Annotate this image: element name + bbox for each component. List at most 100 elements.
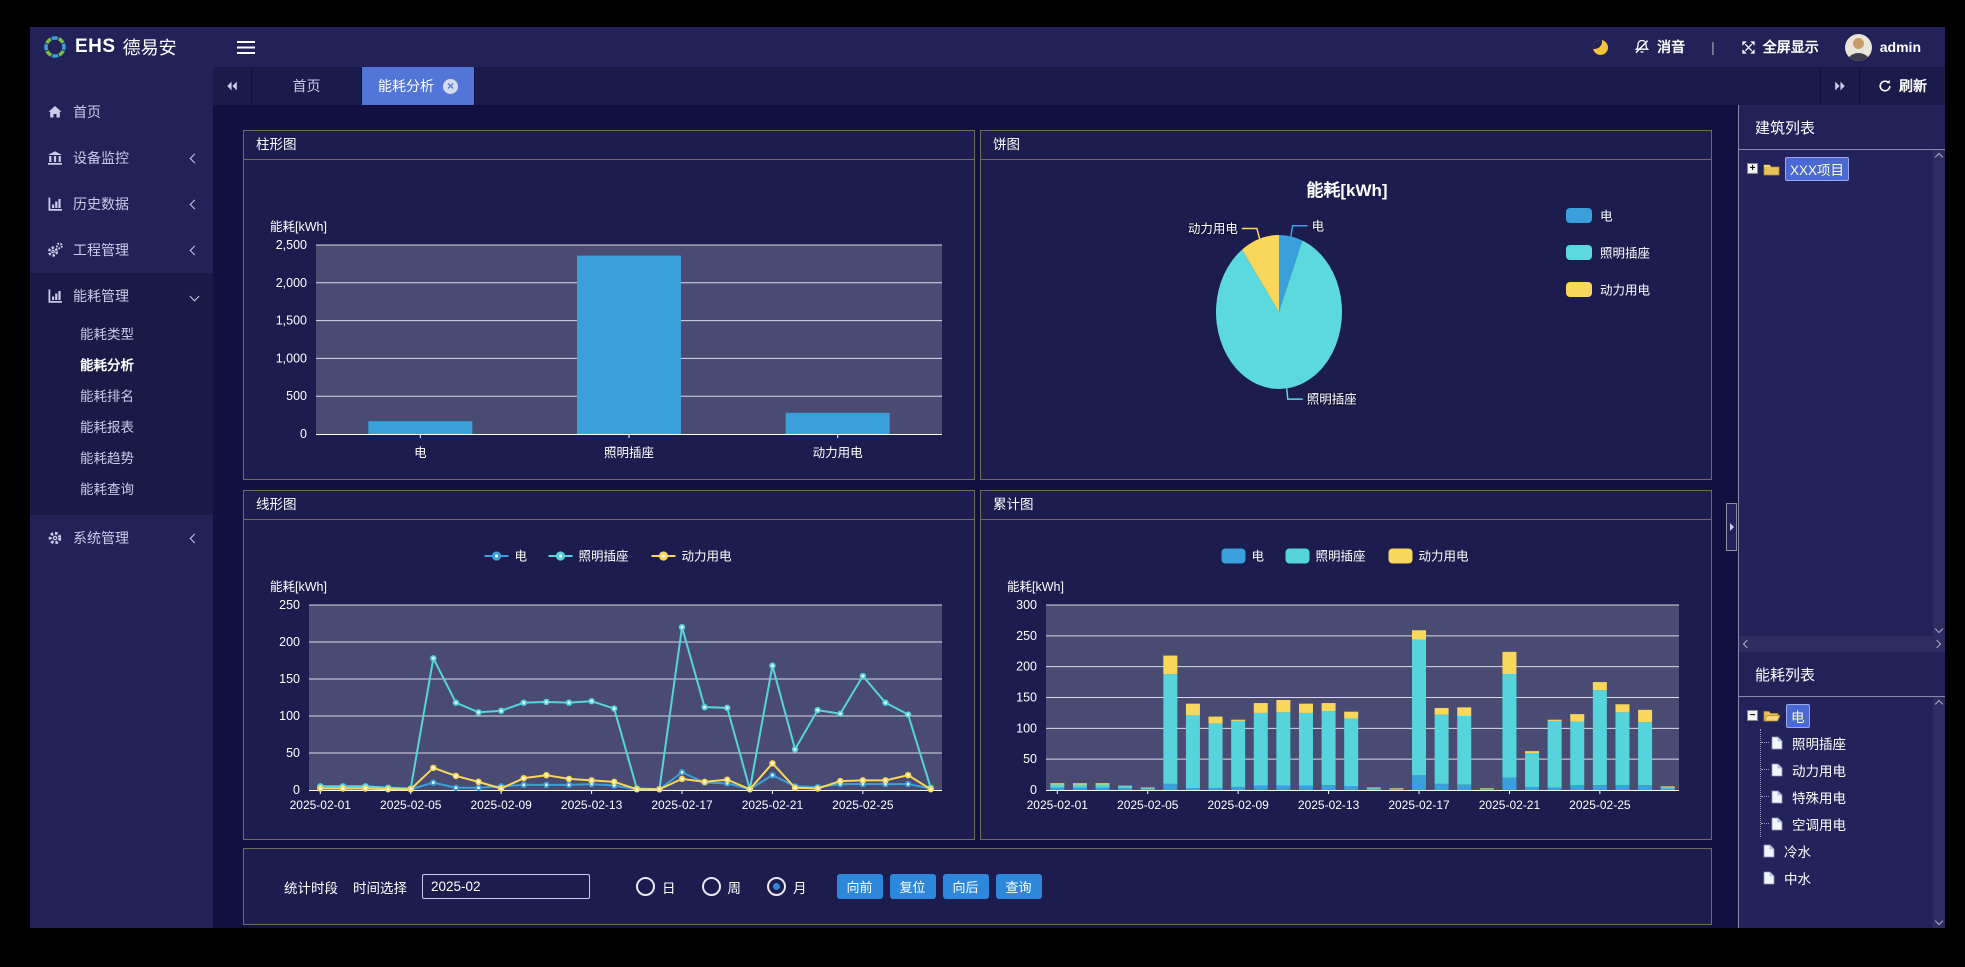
sidebar-item-label: 能耗管理 [73, 288, 129, 304]
sidebar-subitem-energy-report[interactable]: 能耗报表 [80, 420, 134, 435]
time-select-label: 时间选择 [353, 880, 407, 896]
query-button[interactable]: 查询 [995, 874, 1042, 899]
energy-tree-vscrollbar[interactable] [1933, 697, 1945, 928]
sidebar-item-label: 设备监控 [73, 150, 129, 166]
history-chart-icon [46, 196, 63, 212]
scroll-down-icon[interactable] [1934, 916, 1944, 926]
tabs-scroll-left-button[interactable] [213, 67, 252, 105]
tab-close-icon[interactable] [443, 78, 458, 94]
svg-text:2025-02-01: 2025-02-01 [1027, 798, 1089, 812]
tree-node-label[interactable]: 特殊用电 [1792, 790, 1846, 806]
reset-button[interactable]: 复位 [889, 874, 936, 899]
svg-text:50: 50 [286, 746, 300, 760]
svg-text:100: 100 [1016, 721, 1037, 735]
sidebar-item-project-mgmt[interactable]: 工程管理 [30, 227, 213, 273]
tree-node-label[interactable]: 动力用电 [1792, 763, 1846, 779]
building-tree-vscrollbar[interactable] [1933, 150, 1945, 636]
svg-text:0: 0 [300, 427, 307, 441]
building-tree-hscrollbar[interactable] [1739, 636, 1945, 652]
tree-node-project[interactable]: XXX项目 [1739, 155, 1933, 182]
tree-node-label[interactable]: 中水 [1784, 871, 1811, 887]
svg-text:1,500: 1,500 [276, 314, 307, 328]
line-chart: 0 50 100 150 200 250 能耗[kWh] 电 照明插座 动力用电 2025-02-0… [270, 549, 942, 812]
radio-month[interactable]: 月 [767, 877, 807, 897]
tab-energy-analysis[interactable]: 能耗分析 [362, 67, 475, 105]
panel-title: 柱形图 [244, 131, 974, 160]
topbar-divider: | [1711, 39, 1715, 55]
tree-node-label[interactable]: 电 [1786, 703, 1810, 728]
sidebar-item-energy-mgmt[interactable]: 能耗管理 [30, 273, 213, 319]
svg-text:2025-02-09: 2025-02-09 [470, 798, 532, 812]
next-button[interactable]: 向后 [942, 874, 989, 899]
tree-node-electricity[interactable]: 电 [1739, 702, 1933, 729]
svg-text:电: 电 [1312, 219, 1325, 233]
time-select-input[interactable] [422, 874, 590, 899]
svg-text:100: 100 [279, 709, 300, 723]
svg-text:2025-02-21: 2025-02-21 [742, 798, 804, 812]
sidebar-subitem-energy-type[interactable]: 能耗类型 [80, 327, 134, 342]
sidebar-toggle-icon[interactable] [237, 40, 255, 54]
radio-day[interactable]: 日 [636, 877, 676, 897]
tabs-scroll-right-button[interactable] [1820, 67, 1860, 105]
tree-node-power[interactable]: 动力用电 [1761, 756, 1933, 783]
svg-text:能耗[kWh]: 能耗[kWh] [270, 220, 327, 234]
tree-node-label[interactable]: XXX项目 [1785, 156, 1850, 181]
energy-tree: 电 照明插座 动力用电 [1739, 697, 1933, 928]
scroll-up-icon[interactable] [1934, 699, 1944, 709]
file-icon [1771, 762, 1783, 777]
tree-collapse-icon[interactable] [1747, 710, 1758, 721]
app-window: EHS 德易安 消音 | [30, 27, 1945, 928]
tree-node-label[interactable]: 空调用电 [1792, 817, 1846, 833]
tree-expander-icon[interactable] [1747, 163, 1758, 174]
scroll-right-icon[interactable] [1932, 639, 1942, 649]
sidebar-subitem-energy-query[interactable]: 能耗查询 [80, 482, 134, 497]
sidebar-item-home[interactable]: 首页 [30, 89, 213, 135]
user-menu[interactable]: admin [1844, 33, 1921, 61]
sidebar-subitem-energy-trend[interactable]: 能耗趋势 [80, 451, 134, 466]
radio-label: 月 [793, 880, 807, 896]
svg-text:200: 200 [279, 635, 300, 649]
panel-stacked-chart: 累计图 0 50 100 150 200 250 300 能耗[kWh] 电 照明插座 动力用电 20… [980, 490, 1712, 840]
svg-text:能耗[kWh]: 能耗[kWh] [1306, 180, 1387, 200]
refresh-button[interactable]: 刷新 [1860, 67, 1945, 105]
svg-text:2025-02-17: 2025-02-17 [1388, 798, 1450, 812]
tree-node-cold-water[interactable]: 冷水 [1739, 837, 1933, 864]
tab-home[interactable]: 首页 [252, 67, 362, 105]
radio-circle-icon [767, 877, 786, 896]
radio-week[interactable]: 周 [701, 877, 742, 897]
splitter-collapse-handle[interactable] [1726, 503, 1737, 551]
sidebar-subitem-energy-ranking[interactable]: 能耗排名 [80, 389, 134, 404]
tree-node-label[interactable]: 冷水 [1784, 844, 1811, 860]
scroll-up-icon[interactable] [1934, 152, 1944, 162]
sidebar-subitem-energy-analysis[interactable]: 能耗分析 [80, 358, 134, 373]
scroll-down-icon[interactable] [1934, 624, 1944, 634]
svg-text:2025-02-01: 2025-02-01 [290, 798, 352, 812]
tree-node-special[interactable]: 特殊用电 [1761, 783, 1933, 810]
sidebar-item-history-data[interactable]: 历史数据 [30, 181, 213, 227]
fullscreen-button[interactable]: 全屏显示 [1741, 37, 1819, 57]
sidebar-item-system-mgmt[interactable]: 系统管理 [30, 515, 213, 561]
prev-button[interactable]: 向前 [836, 874, 883, 899]
mute-button[interactable]: 消音 [1634, 37, 1685, 57]
scroll-left-icon[interactable] [1742, 639, 1752, 649]
svg-text:150: 150 [1016, 691, 1037, 705]
svg-text:200: 200 [1016, 660, 1037, 674]
energy-list-panel: 能耗列表 电 [1739, 652, 1945, 928]
tree-node-lighting[interactable]: 照明插座 [1761, 729, 1933, 756]
fullscreen-icon [1741, 40, 1756, 55]
svg-text:电: 电 [515, 550, 528, 564]
sidebar-item-label: 系统管理 [73, 530, 129, 546]
tree-node-mid-water[interactable]: 中水 [1739, 864, 1933, 891]
dark-mode-icon[interactable] [1593, 39, 1609, 55]
tree-node-label[interactable]: 照明插座 [1792, 736, 1846, 752]
radio-label: 周 [727, 880, 742, 896]
svg-text:电: 电 [1600, 210, 1613, 224]
sidebar-item-device-monitor[interactable]: 设备监控 [30, 135, 213, 181]
refresh-icon [1878, 79, 1892, 93]
sidebar-group-energy-mgmt: 能耗管理 能耗类型 能耗分析 能耗排名 能耗报表 能耗趋势 能耗查询 [30, 273, 213, 515]
file-icon [1771, 735, 1783, 750]
tree-node-hvac[interactable]: 空调用电 [1761, 810, 1933, 837]
panel-splitter [1712, 105, 1738, 928]
svg-text:照明插座: 照明插座 [1600, 246, 1650, 261]
file-icon [1763, 843, 1775, 858]
